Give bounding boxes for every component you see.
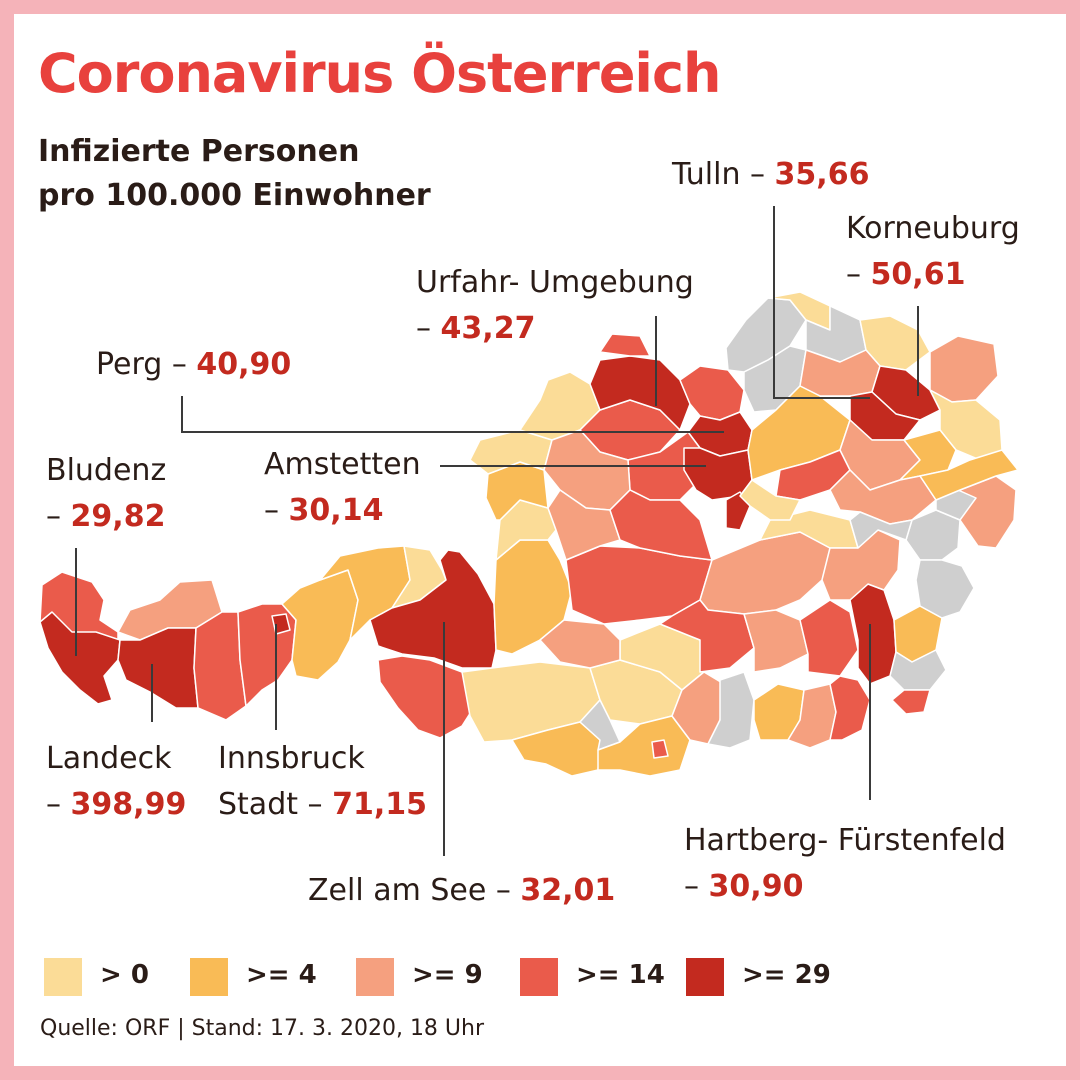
legend-label: > 0 <box>100 960 149 990</box>
district-region <box>725 491 751 531</box>
label-landeck: Landeck – 398,99 <box>46 741 187 822</box>
district-region <box>547 489 621 561</box>
source-note: Quelle: ORF | Stand: 17. 3. 2020, 18 Uhr <box>40 1016 485 1041</box>
district-region <box>725 297 807 373</box>
label-perg: Perg – 40,90 <box>96 347 292 382</box>
map-legend: > 0 >= 4 >= 9 >= 14 >= 29 <box>44 956 1044 996</box>
page-title: Coronavirus Österreich <box>38 42 721 105</box>
legend-swatch <box>190 958 228 996</box>
legend-swatch <box>44 958 82 996</box>
district-region <box>889 649 947 691</box>
district-region <box>707 671 755 749</box>
district-region <box>539 619 621 669</box>
district-bludenz <box>39 611 121 705</box>
district-region <box>599 333 651 357</box>
district-region <box>651 739 669 759</box>
district-region <box>915 559 975 619</box>
district-region <box>743 609 809 673</box>
map-subtitle: Infizierte Personen pro 100.000 Einwohne… <box>38 130 431 218</box>
district-region <box>821 529 901 601</box>
district-region <box>829 675 871 741</box>
district-region <box>739 479 801 521</box>
district-zell-am-see <box>369 549 497 669</box>
district-region <box>799 599 859 677</box>
legend-swatch <box>520 958 558 996</box>
label-korneuburg: Korneuburg – 50,61 <box>846 211 1020 292</box>
label-innsbruck-stadt: Innsbruck Stadt – 71,15 <box>218 741 427 822</box>
legend-swatch <box>686 958 724 996</box>
label-amstetten: Amstetten – 30,14 <box>264 447 421 528</box>
leader-line-tulln <box>773 206 870 399</box>
district-region <box>919 449 1019 501</box>
district-region <box>891 689 931 715</box>
district-region <box>959 475 1017 549</box>
label-hartberg-fuerstenfeld: Hartberg- Fürstenfeld – 30,90 <box>684 823 1006 904</box>
subtitle-line-2: pro 100.000 Einwohner <box>38 178 431 213</box>
legend-label: >= 29 <box>742 960 831 990</box>
label-zell-am-see: Zell am See – 32,01 <box>308 873 616 908</box>
district-region <box>609 489 713 561</box>
district-region <box>659 599 755 673</box>
legend-swatch <box>356 958 394 996</box>
district-region <box>377 655 477 739</box>
label-tulln: Tulln – 35,66 <box>672 157 870 192</box>
label-urfahr-umgebung: Urfahr- Umgebung – 43,27 <box>416 265 694 346</box>
district-region <box>281 569 359 681</box>
subtitle-line-1: Infizierte Personen <box>38 134 360 169</box>
district-region <box>597 715 691 777</box>
legend-label: >= 14 <box>576 960 665 990</box>
label-bludenz: Bludenz – 29,82 <box>46 453 167 534</box>
legend-label: >= 4 <box>246 960 317 990</box>
legend-label: >= 9 <box>412 960 483 990</box>
district-region <box>849 511 913 549</box>
leader-line-perg <box>181 396 724 433</box>
